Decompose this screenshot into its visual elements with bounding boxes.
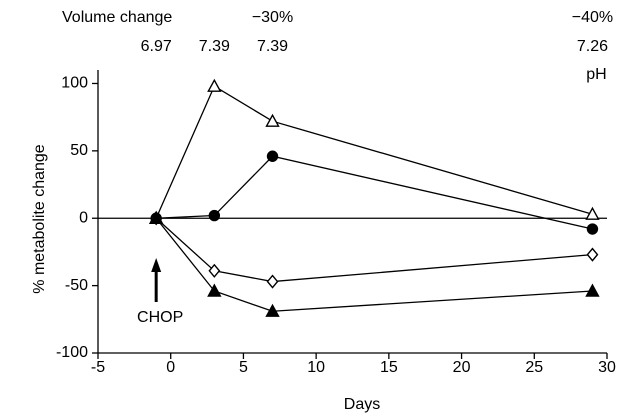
marker	[208, 209, 221, 222]
series-line	[155, 217, 593, 312]
y-axis-label: % metabolite change	[31, 144, 48, 294]
y-tick-label: 100	[61, 75, 88, 92]
x-tick-label: 5	[239, 359, 248, 376]
x-tick-label: 15	[380, 359, 398, 376]
marker	[207, 78, 222, 92]
marker	[266, 274, 279, 289]
ph-value: 7.39	[199, 38, 230, 55]
ph-value: 6.97	[141, 38, 172, 55]
marker	[586, 247, 599, 262]
arrow-head	[151, 258, 162, 272]
volume-change-value: −30%	[252, 9, 293, 26]
volume-change-label: Volume change	[62, 9, 172, 26]
marker	[148, 210, 164, 224]
marker	[586, 223, 599, 235]
y-tick-label: 0	[79, 209, 88, 226]
series-line	[155, 217, 593, 283]
annotation: CHOP	[137, 309, 183, 326]
x-tick-label: 30	[598, 359, 616, 376]
ph-label: pH	[586, 66, 606, 83]
ph-value: 7.39	[257, 38, 288, 55]
y-tick-label: -50	[65, 277, 88, 294]
marker	[207, 283, 222, 297]
series-line	[156, 155, 593, 230]
x-tick-label: -5	[91, 359, 105, 376]
volume-change-value: −40%	[572, 9, 613, 26]
x-tick-label: 10	[307, 359, 325, 376]
y-tick-label: -100	[56, 344, 88, 361]
marker	[266, 150, 279, 162]
y-tick-label: 50	[70, 142, 88, 159]
ph-value: 7.26	[577, 38, 608, 55]
marker	[208, 263, 221, 278]
marker	[265, 113, 280, 127]
x-axis-label: Days	[344, 396, 380, 413]
x-tick-label: 20	[453, 359, 471, 376]
marker	[585, 283, 600, 297]
marker	[265, 303, 280, 317]
marker	[585, 206, 600, 220]
x-tick-label: 0	[166, 359, 175, 376]
series-line	[155, 85, 593, 219]
x-tick-label: 25	[525, 359, 543, 376]
